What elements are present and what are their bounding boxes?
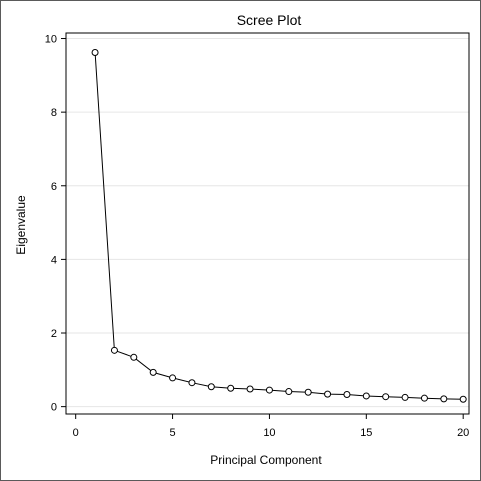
data-point [227, 384, 235, 392]
data-point [91, 49, 99, 57]
y-tick-label: 10 [45, 34, 57, 46]
y-axis: 0 2 4 6 8 10 [45, 34, 66, 414]
data-point [149, 368, 157, 376]
data-point [382, 393, 390, 401]
x-axis-label: Principal Component [210, 453, 322, 467]
grid-lines [66, 38, 469, 408]
data-point [440, 395, 448, 403]
data-point [169, 374, 177, 382]
data-point [459, 395, 467, 403]
data-point [324, 390, 332, 398]
y-axis-label: Eigenvalue [14, 195, 28, 255]
series-line [94, 52, 464, 400]
data-point [304, 388, 312, 396]
data-point [265, 386, 273, 394]
y-tick-label: 2 [51, 328, 57, 340]
data-point [343, 390, 351, 398]
x-tick-label: 0 [73, 427, 79, 439]
y-tick-label: 8 [51, 107, 57, 119]
chart-title: Scree Plot [237, 12, 302, 28]
x-tick-label: 15 [360, 427, 372, 439]
x-axis: 0 5 10 15 20 [73, 414, 469, 439]
y-tick-label: 0 [51, 402, 57, 414]
x-tick-label: 5 [170, 427, 176, 439]
y-tick-label: 4 [51, 254, 57, 266]
data-point [401, 393, 409, 401]
plot-area [65, 32, 470, 415]
data-point [188, 379, 196, 387]
eigenvalue-series [91, 49, 467, 403]
data-point [420, 394, 428, 402]
data-point [130, 353, 138, 361]
data-point [285, 388, 293, 396]
data-point [110, 346, 118, 354]
data-point [207, 383, 215, 391]
data-point [362, 392, 370, 400]
y-tick-label: 6 [51, 181, 57, 193]
x-tick-label: 10 [263, 427, 275, 439]
data-point [246, 385, 254, 393]
x-tick-label: 20 [457, 427, 469, 439]
